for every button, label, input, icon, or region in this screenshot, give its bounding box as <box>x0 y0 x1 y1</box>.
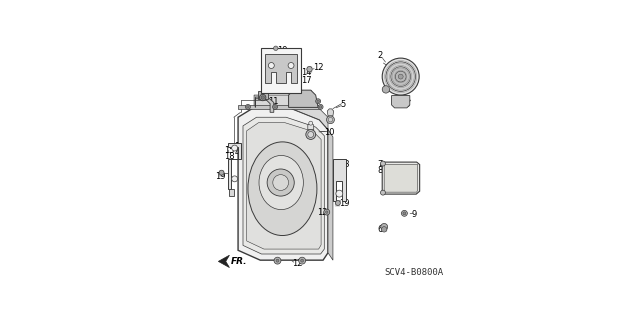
Text: 19: 19 <box>278 46 288 55</box>
Text: 18: 18 <box>225 152 235 161</box>
Circle shape <box>326 211 328 213</box>
Text: 1: 1 <box>234 142 239 151</box>
Circle shape <box>268 62 275 68</box>
Circle shape <box>381 190 385 195</box>
Circle shape <box>317 100 319 102</box>
Polygon shape <box>258 92 268 99</box>
Text: 7: 7 <box>378 160 383 169</box>
Circle shape <box>396 71 406 82</box>
Text: 19: 19 <box>339 199 349 208</box>
Circle shape <box>246 106 249 108</box>
Circle shape <box>382 58 419 95</box>
Circle shape <box>259 94 266 101</box>
Polygon shape <box>218 255 230 268</box>
Circle shape <box>232 176 237 182</box>
Circle shape <box>381 223 388 230</box>
Polygon shape <box>382 162 420 194</box>
Text: 4: 4 <box>234 148 239 157</box>
Polygon shape <box>238 105 319 108</box>
Text: SCV4-B0800A: SCV4-B0800A <box>385 268 444 277</box>
Text: 8: 8 <box>378 166 383 175</box>
Circle shape <box>328 117 333 122</box>
Circle shape <box>381 227 387 232</box>
Text: 13: 13 <box>339 160 349 169</box>
Text: 10: 10 <box>324 128 335 137</box>
Circle shape <box>316 99 321 104</box>
Circle shape <box>274 106 276 108</box>
Polygon shape <box>384 164 418 192</box>
Text: 2: 2 <box>378 51 383 60</box>
Text: 9: 9 <box>412 210 417 219</box>
Polygon shape <box>255 97 274 112</box>
Circle shape <box>318 104 323 109</box>
Polygon shape <box>392 96 410 108</box>
Circle shape <box>381 161 385 166</box>
Polygon shape <box>265 54 297 83</box>
Circle shape <box>326 116 335 124</box>
Circle shape <box>306 130 316 140</box>
Text: 12: 12 <box>313 63 324 72</box>
Circle shape <box>308 121 313 125</box>
Circle shape <box>319 106 322 108</box>
Text: 12: 12 <box>292 259 303 268</box>
Circle shape <box>401 210 407 216</box>
Circle shape <box>336 190 343 197</box>
Circle shape <box>324 209 330 215</box>
Ellipse shape <box>259 156 303 210</box>
Polygon shape <box>333 159 346 201</box>
Polygon shape <box>246 123 321 249</box>
Text: 5: 5 <box>340 100 346 109</box>
Text: 19: 19 <box>214 172 225 181</box>
Polygon shape <box>308 124 314 130</box>
Text: 17: 17 <box>301 76 312 85</box>
Text: 14: 14 <box>301 68 312 77</box>
Circle shape <box>391 67 410 86</box>
Circle shape <box>335 201 340 205</box>
Circle shape <box>403 212 406 215</box>
Circle shape <box>308 132 314 138</box>
Circle shape <box>301 259 303 262</box>
Text: 12: 12 <box>317 208 328 217</box>
Circle shape <box>232 145 237 151</box>
Circle shape <box>267 169 294 196</box>
Polygon shape <box>262 48 301 92</box>
Polygon shape <box>228 143 241 189</box>
Polygon shape <box>254 95 328 130</box>
Polygon shape <box>229 189 234 196</box>
Polygon shape <box>238 108 328 260</box>
Ellipse shape <box>248 142 317 236</box>
Circle shape <box>288 62 294 68</box>
Text: 3: 3 <box>404 100 410 109</box>
Circle shape <box>276 259 279 262</box>
Text: 6: 6 <box>378 225 383 234</box>
Circle shape <box>273 175 289 190</box>
Circle shape <box>382 86 390 93</box>
Circle shape <box>307 67 312 72</box>
Circle shape <box>386 62 415 92</box>
Circle shape <box>398 74 403 79</box>
Circle shape <box>273 46 278 51</box>
Circle shape <box>299 257 305 264</box>
Circle shape <box>261 96 264 99</box>
Circle shape <box>219 170 224 175</box>
Text: 11: 11 <box>268 97 278 106</box>
Polygon shape <box>328 130 333 260</box>
Circle shape <box>273 104 278 109</box>
Polygon shape <box>289 90 318 108</box>
Circle shape <box>274 257 281 264</box>
Polygon shape <box>243 117 324 254</box>
Text: FR.: FR. <box>231 257 248 266</box>
Text: 15: 15 <box>225 146 235 155</box>
Circle shape <box>246 104 250 109</box>
Polygon shape <box>327 109 333 116</box>
